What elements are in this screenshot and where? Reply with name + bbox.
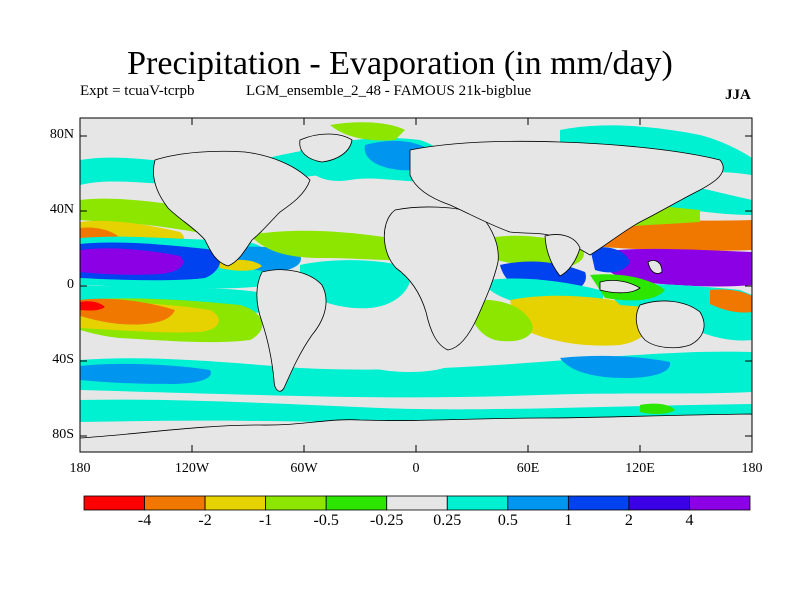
colorbar-swatch	[628, 495, 690, 511]
colorbar-swatch	[446, 495, 509, 511]
eurasia-land	[409, 140, 724, 256]
antarctica-land	[80, 413, 752, 452]
colorbar-swatch	[567, 495, 630, 511]
north-america-land	[153, 150, 311, 267]
lon-label: 180	[741, 461, 763, 476]
north-europe-green	[330, 122, 405, 141]
lat-label: 40S	[52, 352, 74, 367]
australia-land	[635, 300, 705, 349]
lat-label: 40N	[49, 202, 74, 217]
lon-label: 0	[412, 461, 420, 476]
colorbar-label: 4	[685, 512, 694, 529]
south-indian-green	[469, 299, 533, 342]
southern-ocean-blue-east	[560, 355, 671, 378]
colorbar-label: 2	[624, 512, 633, 529]
axis-ticks	[79, 118, 753, 452]
colorbar-swatch	[83, 495, 145, 511]
colorbar-swatch	[204, 495, 267, 511]
maritime-islands	[599, 260, 663, 294]
lon-label: 60E	[516, 461, 540, 476]
colorbar-swatch	[144, 495, 206, 511]
south-indian-green-patch	[640, 403, 675, 415]
southern-ocean-blue-west	[80, 363, 211, 384]
tropical-pacific-purple	[80, 248, 184, 275]
field-layer	[80, 118, 752, 452]
colorbar-label: -4	[137, 512, 152, 529]
colorbar-swatch	[386, 495, 448, 511]
south-pacific-orange	[80, 298, 175, 325]
season-label: JJA	[725, 87, 751, 103]
west-pacific-blue	[590, 247, 630, 273]
lon-label: 120W	[174, 461, 210, 476]
south-atlantic-neutral	[340, 335, 463, 372]
colorbar-label: 0.5	[497, 512, 518, 529]
indian-subcontinent-land	[544, 234, 581, 277]
west-pacific-purple	[600, 248, 752, 287]
colorbar-swatch	[689, 495, 751, 511]
lon-label: 60W	[290, 461, 318, 476]
greenland-land	[299, 133, 353, 163]
lon-label: 180	[69, 461, 91, 476]
east-pacific-orange	[710, 289, 752, 313]
colorbar-label: -0.5	[313, 512, 339, 529]
south-america-land	[256, 269, 327, 392]
equatorial-atlantic-cyan	[300, 260, 411, 309]
lon-label: 120E	[625, 461, 655, 476]
colorbar-label: -0.25	[370, 512, 404, 529]
colorbar-label: 1	[564, 512, 573, 529]
lat-label: 80N	[49, 127, 74, 142]
lat-label: 80S	[52, 427, 74, 442]
colorbar-swatch	[507, 495, 569, 511]
map-title: Precipitation - Evaporation (in mm/day)	[127, 45, 673, 82]
colorbar-swatch	[265, 495, 327, 511]
colorbar-label: 0.25	[433, 512, 462, 529]
colorbar-label: -1	[258, 512, 273, 529]
colorbar-label: -2	[198, 512, 212, 529]
lat-label: 0	[67, 277, 74, 292]
south-pacific-red	[80, 301, 105, 311]
experiment-label: Expt = tcuaV-tcrpb	[80, 83, 195, 99]
colorbar-swatch	[325, 495, 388, 511]
south-indian-yellow	[510, 295, 651, 346]
ensemble-label: LGM_ensemble_2_48 - FAMOUS 21k-bigblue	[246, 83, 532, 99]
